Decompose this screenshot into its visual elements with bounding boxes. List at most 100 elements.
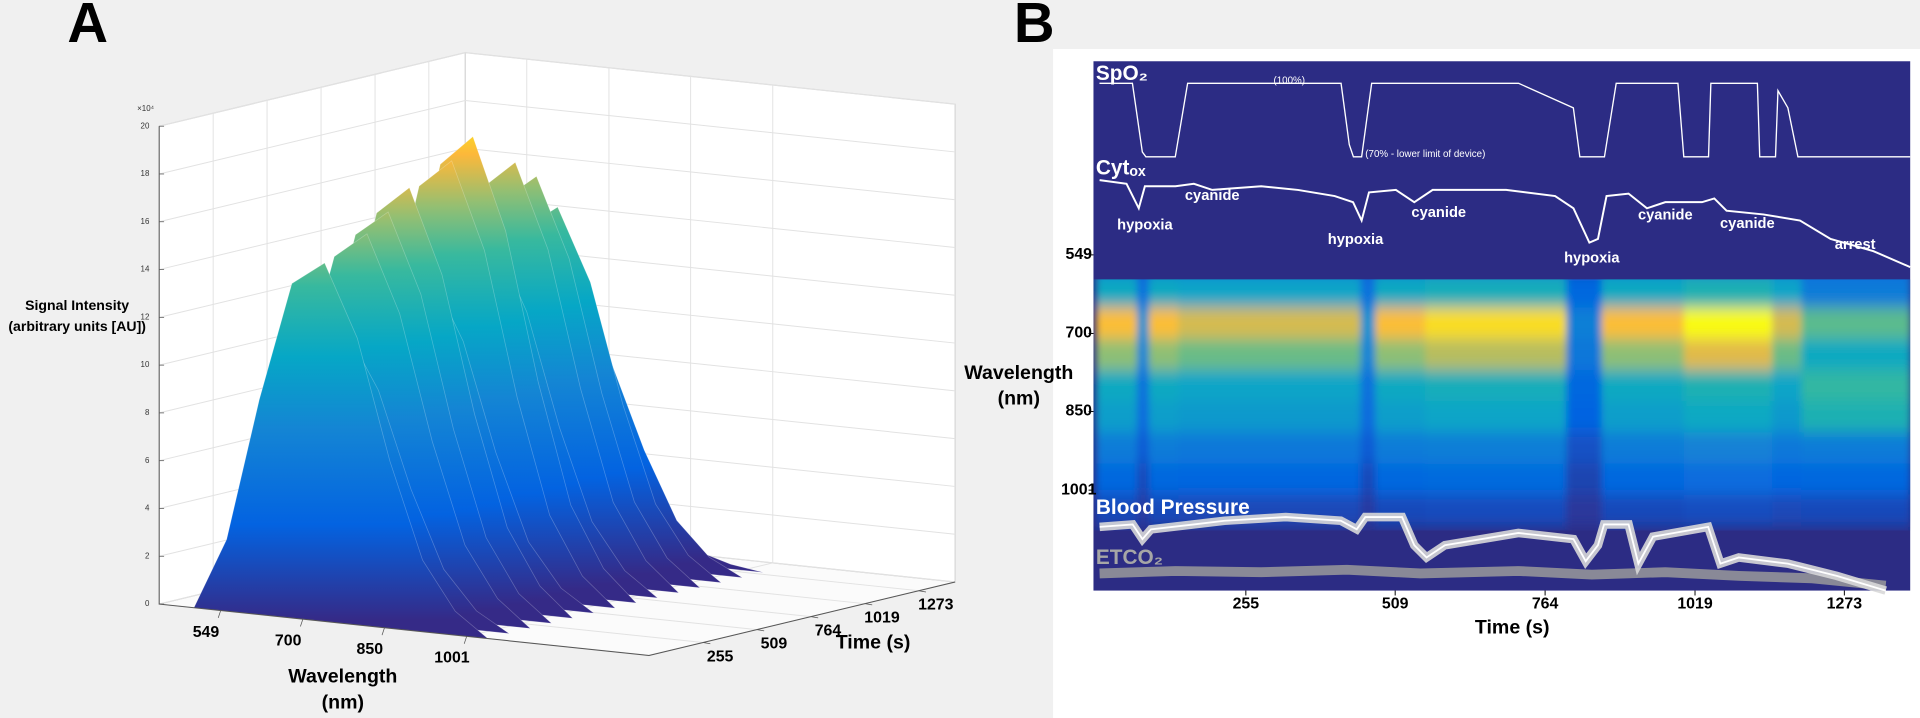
x-tick <box>381 627 385 636</box>
heatmap-cell <box>1801 494 1911 527</box>
heatmap-cell <box>1148 279 1179 309</box>
heatmap-cell <box>1683 494 1773 527</box>
annotation: hypoxia <box>1328 232 1384 248</box>
series-label: SpO₂ <box>1096 62 1148 85</box>
cytox-trace <box>1099 179 1911 269</box>
heatmap-cell <box>1566 401 1603 433</box>
heatmap-cell <box>1178 279 1362 309</box>
grid-line <box>159 99 956 175</box>
heatmap-cell <box>1137 307 1150 340</box>
y-tick <box>810 616 819 619</box>
heatmap-cell <box>1148 432 1179 465</box>
heatmap-cell <box>1375 463 1426 496</box>
z-tick-label: 2 <box>145 551 150 560</box>
heatmap-cell <box>1566 494 1603 527</box>
z-tick-label: 6 <box>145 456 150 465</box>
heatmap-cell <box>1137 494 1150 527</box>
heatmap-cell <box>1095 369 1138 402</box>
heatmap-cell <box>1375 307 1426 340</box>
x-tick-label: 1273 <box>1827 595 1863 612</box>
z-axis-label: (arbitrary units [AU]) <box>8 318 146 334</box>
heatmap-cell <box>1772 279 1803 309</box>
heatmap-cell <box>1095 279 1138 309</box>
heatmap-cell <box>1095 401 1138 433</box>
x-tick-label: 255 <box>1233 595 1260 612</box>
y-tick <box>702 642 711 645</box>
annotation: cyanide <box>1638 208 1693 224</box>
heatmap-cell <box>1425 401 1567 433</box>
panel-label: A <box>67 0 108 54</box>
heatmap-cell <box>1178 432 1362 465</box>
y-tick-label: 1001 <box>1061 481 1097 498</box>
heatmap-cell <box>1360 279 1376 309</box>
heatmap-cell <box>1360 463 1376 496</box>
annotation: cyanide <box>1185 188 1240 204</box>
heatmap-cell <box>1137 338 1150 371</box>
z-tick-label: 18 <box>141 169 150 178</box>
trace-label: ETCO₂ <box>1096 546 1163 569</box>
heatmap-cell <box>1601 401 1685 433</box>
z-tick-label: 10 <box>141 360 150 369</box>
heatmap-cell <box>1772 338 1803 371</box>
heatmap-cell <box>1683 401 1773 433</box>
x-tick-label: 1019 <box>1677 595 1713 612</box>
x-tick-label: 700 <box>275 632 302 649</box>
heatmap <box>1095 279 1911 527</box>
heatmap-cell <box>1425 432 1567 465</box>
y-tick-label: 850 <box>1066 403 1093 420</box>
heatmap-cell <box>1425 494 1567 527</box>
spo2-trace <box>1099 82 1911 158</box>
heatmap-cell <box>1360 432 1376 465</box>
z-tick-label: 4 <box>145 504 150 513</box>
y-axis-label: Time (s) <box>836 631 911 653</box>
grid-line <box>159 52 956 127</box>
heatmap-cell <box>1178 463 1362 496</box>
heatmap-cell <box>1601 307 1685 340</box>
heatmap-cell <box>1095 463 1138 496</box>
x-axis-label: (nm) <box>322 691 364 713</box>
heatmap-cell <box>1095 338 1138 371</box>
heatmap-cell <box>1137 369 1150 402</box>
etco2-trace <box>1099 564 1887 591</box>
heatmap-cell <box>1148 401 1179 433</box>
heatmap-cell <box>1772 401 1803 433</box>
heatmap-cell <box>1566 432 1603 465</box>
heatmap-cell <box>1148 307 1179 340</box>
heatmap-cell <box>1178 307 1362 340</box>
annotation: cyanide <box>1411 205 1466 221</box>
y-tick <box>918 590 927 593</box>
x-tick <box>300 619 304 627</box>
y-tick-label: 764 <box>815 623 842 640</box>
x-tick-label: 1001 <box>434 650 470 667</box>
x-tick <box>217 610 222 618</box>
heatmap-cell <box>1425 279 1567 309</box>
y-tick-label: 509 <box>761 636 788 653</box>
heatmap-cell <box>1801 338 1911 371</box>
heatmap-cell <box>1801 279 1911 309</box>
y-tick <box>864 603 873 606</box>
heatmap-cell <box>1683 279 1773 309</box>
heatmap-cell <box>1566 307 1603 340</box>
heatmap-cell <box>1095 307 1138 340</box>
heatmap-cell <box>1425 338 1567 371</box>
panel-a: 0 2 4 6 8 10 12 14 16 18 20 ×10⁴ 549 700 850 1001 255 509… <box>8 51 956 713</box>
heatmap-cell <box>1601 463 1685 496</box>
heatmap-cell <box>1425 307 1567 340</box>
z-tick-label: 20 <box>141 121 150 130</box>
x-tick-label: 549 <box>193 624 220 641</box>
trace-label: Cytₒₓ <box>1096 157 1146 180</box>
heatmap-cell <box>1801 369 1911 402</box>
heatmap-cell <box>1683 307 1773 340</box>
heatmap-cell <box>1375 338 1426 371</box>
blood-pressure-trace <box>1099 516 1886 592</box>
heatmap-cell <box>1772 463 1803 496</box>
z-tick-label: 16 <box>141 217 150 226</box>
heatmap-cell <box>1148 338 1179 371</box>
annotation: hypoxia <box>1117 217 1173 233</box>
annotation: hypoxia <box>1564 250 1620 266</box>
heatmap-cell <box>1178 401 1362 433</box>
heatmap-cell <box>1375 279 1426 309</box>
heatmap-cell <box>1683 432 1773 465</box>
x-axis-label: Wavelength <box>288 666 397 688</box>
